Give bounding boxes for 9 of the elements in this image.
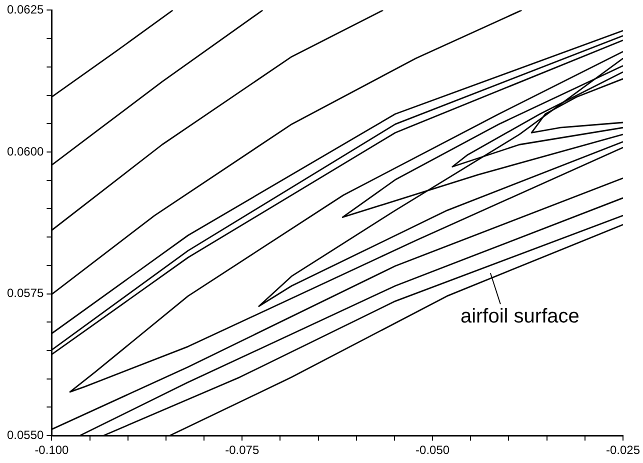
x-tick-label: -0.100	[34, 443, 70, 458]
y-tick-label: 0.0575	[7, 286, 44, 300]
x-tick-label: -0.025	[606, 443, 640, 458]
x-tick-label: -0.075	[225, 443, 260, 458]
y-tick-label: 0.0550	[7, 428, 44, 442]
y-tick-label: 0.0625	[7, 2, 44, 17]
y-tick-label: 0.0600	[7, 144, 44, 158]
annotation: airfoil surface	[460, 306, 580, 328]
x-tick-label: -0.050	[416, 443, 450, 458]
